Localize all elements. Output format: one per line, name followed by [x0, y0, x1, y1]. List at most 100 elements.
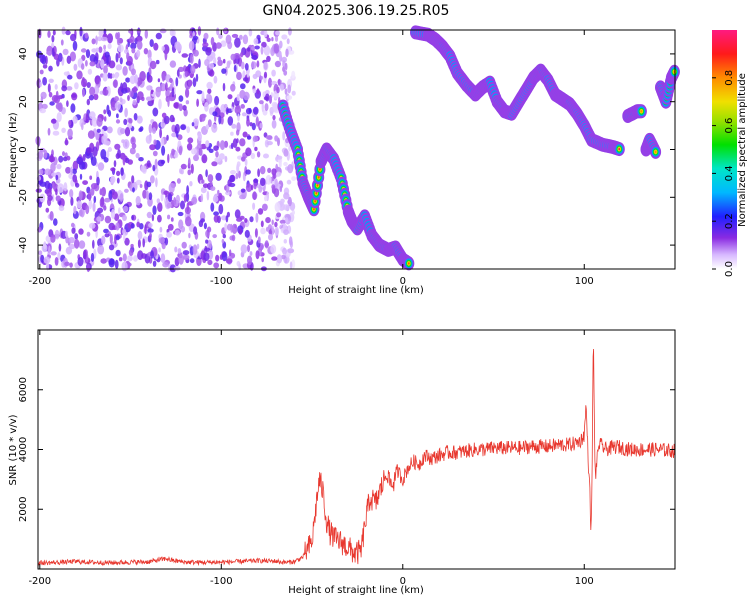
heatmap-noise-cell	[103, 116, 107, 122]
heatmap-noise-cell	[260, 46, 264, 55]
heatmap-noise-cell	[246, 69, 250, 78]
heatmap-noise-cell	[149, 232, 152, 239]
heatmap-noise-cell	[211, 161, 218, 167]
heatmap-noise-cell	[79, 26, 83, 37]
heatmap-noise-cell	[196, 90, 203, 95]
heatmap-noise-cell	[148, 192, 153, 201]
heatmap-noise-cell	[181, 53, 189, 58]
heatmap-noise-cell	[117, 44, 124, 53]
heatmap-noise-cell	[155, 59, 160, 65]
heatmap-noise-cell	[283, 70, 288, 76]
y-tick-label: 6000	[18, 377, 29, 402]
heatmap-noise-cell	[205, 169, 208, 178]
heatmap-noise-cell	[48, 65, 53, 72]
heatmap-noise-cell	[240, 188, 246, 193]
heatmap-noise-cell	[77, 256, 84, 267]
heatmap-noise-cell	[39, 181, 47, 187]
heatmap-noise-cell	[70, 33, 77, 42]
heatmap-noise-cell	[51, 194, 55, 203]
heatmap-noise-cell	[147, 228, 154, 233]
heatmap-noise-cell	[76, 70, 83, 80]
heatmap-noise-cell	[129, 35, 135, 44]
heatmap-noise-cell	[161, 112, 167, 119]
heatmap-noise-cell	[169, 114, 175, 123]
heatmap-noise-cell	[253, 38, 259, 45]
heatmap-noise-cell	[51, 172, 58, 177]
heatmap-noise-cell	[130, 42, 137, 50]
heatmap-noise-cell	[189, 53, 194, 64]
heatmap-noise-cell	[171, 87, 175, 98]
heatmap-noise-cell	[122, 253, 127, 262]
heatmap-noise-cell	[184, 71, 189, 78]
heatmap-noise-cell	[82, 249, 87, 260]
heatmap-noise-cell	[167, 96, 170, 108]
heatmap-noise-cell	[214, 157, 221, 163]
heatmap-noise-cell	[52, 130, 60, 136]
heatmap-noise-cell	[271, 119, 277, 129]
heatmap-noise-cell	[283, 239, 287, 244]
heatmap-noise-cell	[287, 196, 292, 207]
heatmap-noise-cell	[202, 42, 209, 48]
heatmap-noise-cell	[246, 135, 252, 140]
heatmap-noise-cell	[63, 71, 69, 76]
heatmap-noise-cell	[207, 174, 214, 183]
heatmap-noise-cell	[64, 261, 70, 267]
heatmap-noise-cell	[167, 153, 170, 164]
heatmap-noise-cell	[243, 91, 250, 101]
heatmap-noise-cell	[143, 48, 149, 55]
heatmap-noise-cell	[256, 151, 261, 158]
heatmap-noise-cell	[182, 105, 187, 111]
heatmap-noise-cell	[148, 123, 153, 134]
heatmap-noise-cell	[47, 30, 51, 38]
heatmap-noise-cell	[61, 127, 66, 133]
heatmap-noise-cell	[213, 211, 220, 216]
heatmap-noise-cell	[291, 70, 296, 79]
heatmap-noise-cell	[154, 158, 158, 169]
heatmap-noise-cell	[140, 165, 147, 173]
heatmap-noise-cell	[274, 221, 278, 228]
heatmap-noise-cell	[173, 197, 177, 206]
heatmap-noise-cell	[254, 228, 258, 238]
heatmap-noise-cell	[229, 174, 235, 183]
heatmap-noise-cell	[215, 172, 222, 181]
heatmap-noise-cell	[265, 217, 271, 224]
heatmap-noise-cell	[193, 154, 199, 162]
heatmap-noise-cell	[45, 235, 51, 242]
x-tick-label: 100	[575, 276, 594, 287]
heatmap-noise-cell	[255, 116, 259, 127]
heatmap-noise-cell	[157, 202, 163, 213]
y-tick-label: 40	[18, 48, 29, 61]
heatmap-noise-cell	[131, 175, 135, 184]
heatmap-noise-cell	[129, 90, 134, 98]
heatmap-noise-cell	[218, 192, 223, 201]
heatmap-noise-cell	[262, 203, 268, 211]
spectrogram-y-axis-label: Frequency (Hz)	[8, 112, 19, 188]
heatmap-noise-cell	[48, 155, 55, 163]
snr-series	[37, 348, 676, 567]
heatmap-noise-cell	[141, 96, 145, 102]
heatmap-noise-cell	[283, 161, 288, 167]
heatmap-noise-cell	[93, 195, 97, 204]
heatmap-noise-cell	[91, 38, 96, 45]
heatmap-noise-cell	[89, 86, 96, 96]
heatmap-noise-cell	[128, 118, 133, 124]
heatmap-noise-cell	[90, 156, 97, 167]
heatmap-noise-cell	[133, 86, 138, 94]
heatmap-noise-cell	[61, 26, 66, 35]
heatmap-noise-cell	[242, 131, 248, 138]
heatmap-noise-cell	[130, 223, 135, 229]
heatmap-noise-cell	[106, 126, 113, 134]
heatmap-noise-cell	[170, 217, 174, 222]
heatmap-noise-cell	[160, 137, 165, 147]
heatmap-noise-cell	[207, 239, 212, 250]
heatmap-noise-cell	[240, 104, 245, 109]
heatmap-noise-cell	[160, 122, 166, 129]
heatmap-noise-cell	[169, 60, 177, 68]
heatmap-noise-cell	[193, 118, 199, 127]
heatmap-noise-cell	[96, 117, 103, 127]
heatmap-noise-cell	[286, 95, 293, 100]
heatmap-noise-cell	[151, 214, 155, 222]
heatmap-noise-cell	[56, 112, 62, 123]
heatmap-noise-cell	[139, 223, 144, 230]
x-tick-label: 100	[575, 576, 594, 587]
